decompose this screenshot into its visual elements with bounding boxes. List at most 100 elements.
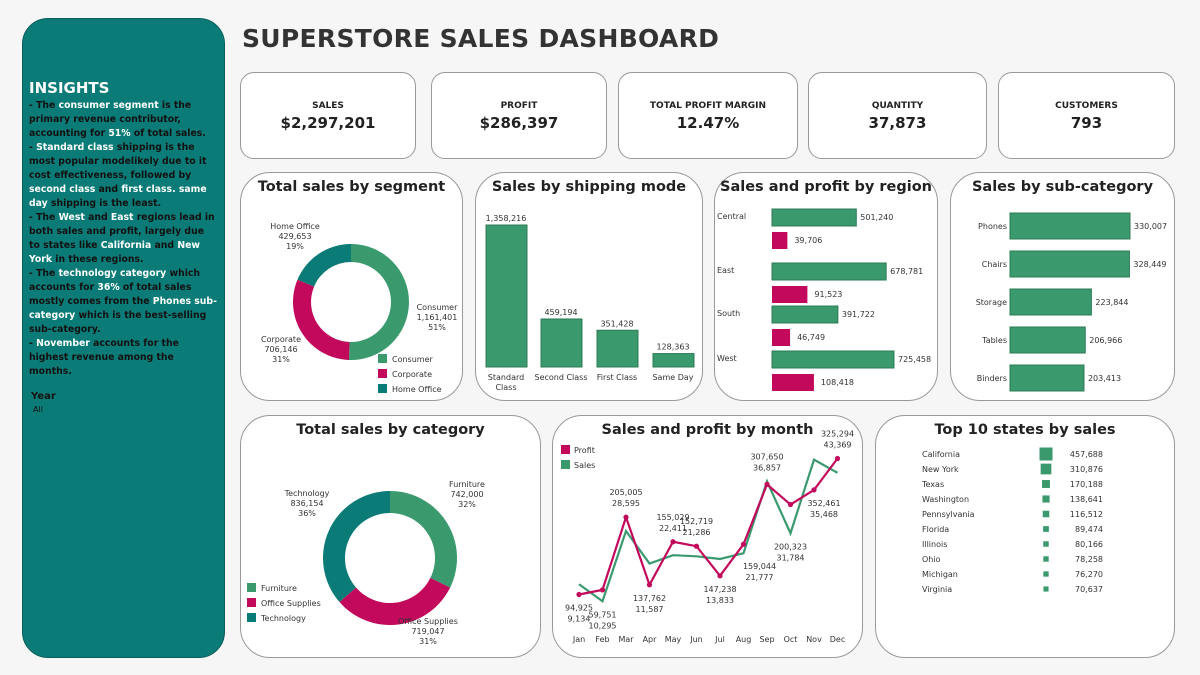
category-panel: Total sales by category Furniture 742,000 3… bbox=[240, 415, 541, 658]
bar bbox=[540, 318, 583, 368]
state-size-mark bbox=[1043, 586, 1049, 592]
sales-bar bbox=[771, 305, 839, 324]
states-panel: Top 10 states by sales California 457,688 N… bbox=[875, 415, 1175, 658]
month-label: Nov bbox=[806, 635, 822, 644]
state-sales-value: 170,188 bbox=[1070, 480, 1103, 489]
state-name: Illinois bbox=[922, 540, 947, 549]
state-name: Washington bbox=[922, 495, 969, 504]
page-title: SUPERSTORE SALES DASHBOARD bbox=[242, 24, 720, 53]
profit-value: 91,523 bbox=[814, 290, 842, 299]
slice-label: 706,146 bbox=[264, 345, 297, 354]
bar-value: 1,358,216 bbox=[486, 214, 527, 223]
donut-slice-home-office bbox=[297, 244, 351, 287]
chart-title: Total sales by segment bbox=[257, 179, 446, 195]
sales-data-label: 205,005 bbox=[609, 488, 642, 497]
segment-donut-chart: Consumer1,161,40151%Corporate706,14631%H… bbox=[261, 222, 459, 394]
slice-label: 836,154 bbox=[290, 499, 323, 508]
legend-label: Profit bbox=[574, 446, 595, 455]
kpi-label: CUSTOMERS bbox=[1055, 101, 1118, 111]
sales-value: 391,722 bbox=[842, 310, 875, 319]
profit-data-label: 43,369 bbox=[824, 441, 852, 450]
sales-bar bbox=[771, 350, 895, 369]
insight-item: - Standard class shipping is the most po… bbox=[29, 142, 207, 209]
category-label: First Class bbox=[597, 373, 637, 382]
slice-label: Furniture bbox=[449, 480, 485, 489]
sales-line bbox=[578, 458, 839, 604]
states-table: California 457,688 New York 310,876 Texas 170… bbox=[921, 447, 1103, 594]
state-size-mark bbox=[1042, 510, 1050, 518]
legend-swatch bbox=[247, 583, 256, 592]
state-sales-value: 89,474 bbox=[1075, 525, 1103, 534]
legend-swatch bbox=[561, 460, 570, 469]
profit-point bbox=[623, 514, 629, 520]
profit-data-label: 35,468 bbox=[810, 510, 838, 519]
profit-point bbox=[599, 587, 606, 593]
category-label: Same Day bbox=[652, 373, 693, 382]
region-label: East bbox=[717, 266, 734, 275]
kpi-value: 37,873 bbox=[868, 114, 927, 132]
legend-swatch bbox=[247, 598, 256, 607]
slice-label: 36% bbox=[298, 509, 316, 518]
profit-point bbox=[740, 541, 747, 547]
legend-swatch bbox=[378, 369, 387, 378]
legend-label: Technology bbox=[260, 614, 306, 623]
state-sales-value: 76,270 bbox=[1075, 570, 1103, 579]
profit-data-label: 11,587 bbox=[636, 605, 664, 614]
subcategory-bar-chart: Phones 330,007 Chairs 328,449 Storage 223,844… bbox=[976, 212, 1167, 392]
month-label: Dec bbox=[830, 635, 845, 644]
legend-label: Office Supplies bbox=[261, 599, 321, 608]
profit-data-label: 31,784 bbox=[777, 553, 805, 562]
bar bbox=[1009, 326, 1086, 354]
bar-value: 206,966 bbox=[1089, 336, 1122, 345]
slice-label: 1,161,401 bbox=[417, 313, 458, 322]
slice-label: 719,047 bbox=[411, 627, 444, 636]
month-label: Oct bbox=[784, 635, 798, 644]
bar bbox=[1009, 212, 1131, 240]
segment-panel: Total sales by segment Consumer 1,161,401 5… bbox=[240, 172, 463, 401]
state-name: New York bbox=[922, 465, 959, 474]
bar bbox=[1009, 250, 1130, 278]
region-label: Central bbox=[717, 212, 746, 221]
month-label: Jun bbox=[689, 635, 703, 644]
slice-label: Technology bbox=[284, 489, 330, 498]
state-size-mark bbox=[1043, 571, 1049, 577]
slice-label: Office Supplies bbox=[398, 617, 458, 626]
state-name: California bbox=[922, 450, 960, 459]
sales-value: 501,240 bbox=[860, 213, 893, 222]
profit-point bbox=[717, 573, 723, 579]
kpi-label: TOTAL PROFIT MARGIN bbox=[649, 101, 767, 111]
subcategory-panel: Sales by sub-category Phones 330,007 Chairs… bbox=[950, 172, 1175, 401]
kpi-customers: CUSTOMERS 793 bbox=[998, 72, 1175, 159]
profit-data-label: 13,833 bbox=[706, 596, 734, 605]
donut-slice-corporate bbox=[293, 279, 350, 360]
insights-panel: INSIGHTS - The consumer segment is the p… bbox=[22, 18, 225, 658]
donut-slice-furniture bbox=[390, 491, 457, 588]
profit-data-label: 21,777 bbox=[746, 573, 774, 582]
sales-data-label: 325,294 bbox=[821, 430, 854, 439]
legend-swatch bbox=[378, 384, 387, 393]
state-sales-value: 78,258 bbox=[1075, 555, 1103, 564]
month-label: Feb bbox=[595, 635, 609, 644]
sales-bar bbox=[771, 208, 857, 227]
month-label: Sep bbox=[759, 635, 774, 644]
slice-label: Consumer bbox=[417, 303, 459, 312]
insights-heading: INSIGHTS bbox=[29, 79, 110, 97]
year-filter-value[interactable]: All bbox=[33, 405, 43, 414]
region-label: West bbox=[717, 354, 737, 363]
state-size-mark bbox=[1043, 541, 1049, 547]
chart-title: Sales and profit by region bbox=[720, 179, 932, 195]
profit-data-label: 10,295 bbox=[589, 621, 617, 630]
state-size-mark bbox=[1043, 556, 1049, 562]
slice-label: 429,653 bbox=[278, 232, 311, 241]
donut-slice-technology bbox=[323, 491, 390, 602]
category-label: Second Class bbox=[534, 373, 587, 382]
profit-point bbox=[646, 582, 653, 588]
profit-point bbox=[787, 501, 794, 508]
subcategory-label: Chairs bbox=[982, 260, 1007, 269]
profit-bar bbox=[772, 286, 808, 303]
month-panel: Sales and profit by month Jan 94,925 9,134 F… bbox=[552, 415, 863, 658]
chart-title: Sales by shipping mode bbox=[491, 179, 687, 195]
